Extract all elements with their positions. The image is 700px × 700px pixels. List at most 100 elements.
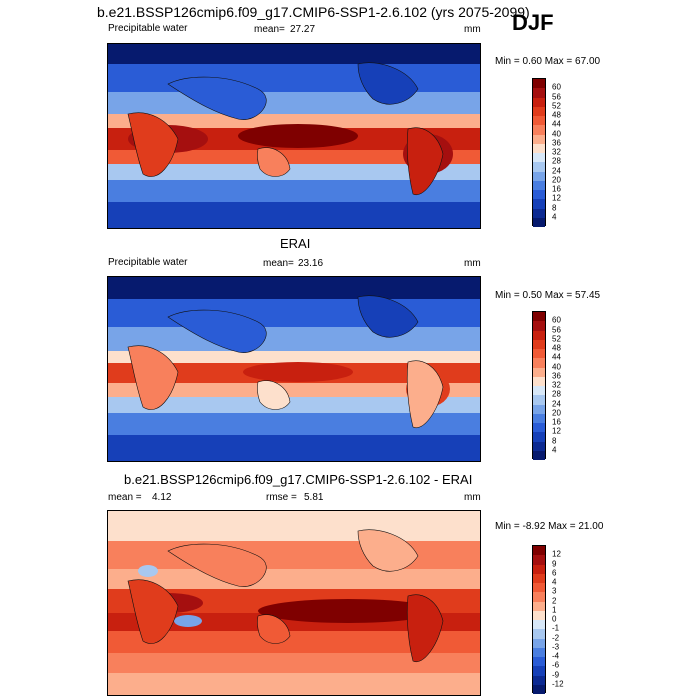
panel2-units: mm [464,258,481,269]
colorbar-segment [533,199,545,209]
colorbar-segment [533,125,545,135]
colorbar-label: 12 [552,193,561,203]
colorbar-segment [533,312,545,322]
colorbar-segment [533,208,545,218]
colorbar-label: 24 [552,399,561,408]
colorbar-label: 12 [552,426,561,436]
colorbar-label: 36 [552,138,561,148]
colorbar-segment [533,564,545,574]
panel3-map-field [108,511,480,695]
colorbar-segment [533,134,545,144]
colorbar-label: 2 [552,596,557,605]
colorbar-label: 16 [552,417,561,427]
panel3-title: b.e21.BSSP126cmip6.f09_g17.CMIP6-SSP1-2.… [124,472,473,487]
colorbar-segment [533,441,545,451]
colorbar-label: 60 [552,82,561,92]
colorbar-label: 0 [552,614,557,624]
colorbar-segment [533,573,545,583]
colorbar-label: 60 [552,315,561,325]
colorbar-label: 36 [552,371,561,381]
panel1-map [107,43,481,229]
colorbar-label: -6 [552,660,560,670]
colorbar-label: 48 [552,343,561,353]
colorbar-label: 4 [552,212,557,222]
colorbar-segment [533,657,545,667]
panel3-rmse-value: 5.81 [304,492,324,503]
colorbar-segment [533,143,545,153]
colorbar-label: 44 [552,352,561,362]
panel1-colorbar [532,78,546,227]
colorbar-segment [533,106,545,116]
colorbar-segment [533,88,545,98]
colorbar-label: -12 [552,679,564,689]
colorbar-segment [533,116,545,126]
colorbar-segment [533,339,545,349]
panel3-units: mm [464,492,481,503]
colorbar-segment [533,647,545,657]
colorbar-label: 4 [552,445,557,455]
colorbar-segment [533,349,545,359]
colorbar-segment [533,171,545,181]
colorbar-label: -1 [552,623,560,633]
colorbar-label: 8 [552,203,557,212]
panel2-variable: Precipitable water [108,257,188,268]
colorbar-label: 8 [552,436,557,445]
colorbar-segment [533,162,545,172]
panel3-mean-label: mean = [108,492,142,503]
colorbar-segment [533,153,545,163]
colorbar-segment [533,79,545,89]
panel3-mean-value: 4.12 [152,492,172,503]
colorbar-segment [533,217,545,227]
colorbar-label: 32 [552,380,561,390]
colorbar-label: 52 [552,334,561,344]
colorbar-segment [533,555,545,565]
colorbar-label: 20 [552,175,561,185]
colorbar-label: 3 [552,586,557,596]
colorbar-segment [533,675,545,685]
colorbar-label: 44 [552,119,561,129]
colorbar-segment [533,404,545,414]
panel2-map-field [108,277,480,461]
panel3-minmax: Min = -8.92 Max = 21.00 [495,521,604,532]
colorbar-segment [533,97,545,107]
colorbar-segment [533,180,545,190]
colorbar-segment [533,413,545,423]
colorbar-label: 32 [552,147,561,157]
colorbar-label: 52 [552,101,561,111]
colorbar-label: 16 [552,184,561,194]
colorbar-label: 9 [552,559,557,568]
colorbar-label: -4 [552,651,560,661]
panel1-units: mm [464,24,481,35]
colorbar-label: 1 [552,605,557,615]
colorbar-segment [533,386,545,396]
colorbar-segment [533,592,545,602]
panel2-title: ERAI [280,236,311,251]
colorbar-label: 28 [552,156,561,166]
panel2-colorbar [532,311,546,460]
colorbar-segment [533,358,545,368]
colorbar-label: 40 [552,129,561,138]
panel1-map-field [108,44,480,228]
colorbar-label: -9 [552,670,560,679]
colorbar-label: 4 [552,577,557,587]
season-label: DJF [512,10,554,35]
colorbar-label: 48 [552,110,561,120]
panel2-mean-label: mean= [263,258,294,269]
colorbar-label: 56 [552,325,561,334]
colorbar-segment [533,601,545,611]
colorbar-segment [533,432,545,442]
colorbar-segment [533,620,545,630]
colorbar-label: 6 [552,568,557,578]
colorbar-label: 40 [552,362,561,371]
colorbar-segment [533,321,545,331]
panel3-rmse-label: rmse = [266,492,297,503]
colorbar-segment [533,367,545,377]
colorbar-segment [533,666,545,676]
colorbar-label: -3 [552,642,560,652]
colorbar-segment [533,684,545,694]
colorbar-label: 20 [552,408,561,418]
colorbar-segment [533,330,545,340]
colorbar-segment [533,450,545,460]
panel2-mean-value: 23.16 [298,258,324,269]
figure-title: b.e21.BSSP126cmip6.f09_g17.CMIP6-SSP1-2.… [97,4,530,20]
